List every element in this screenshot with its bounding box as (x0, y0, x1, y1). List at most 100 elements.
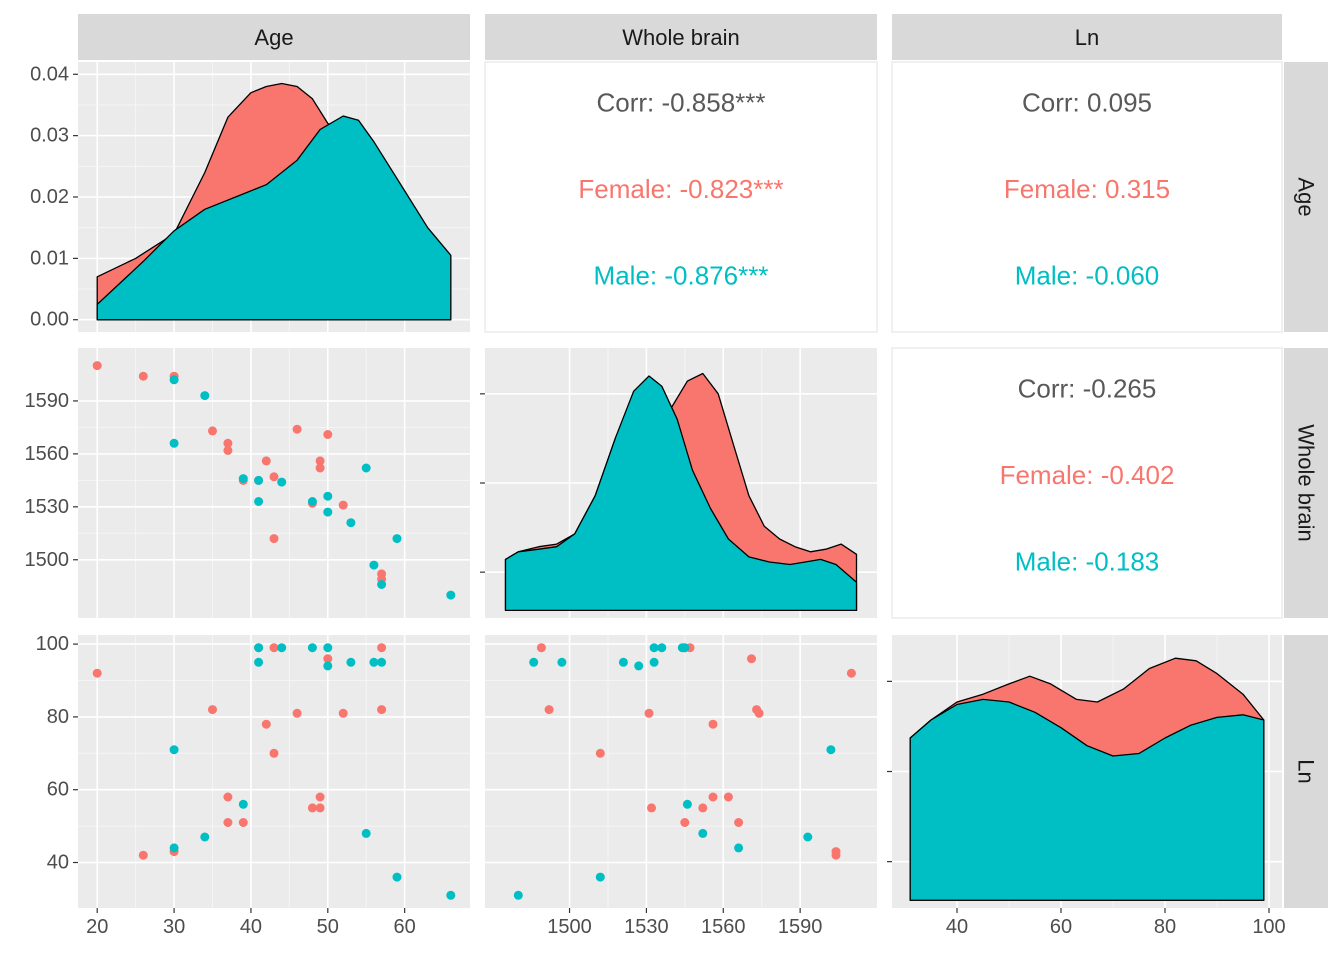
x-tick-label-ln: 60 (1050, 916, 1072, 938)
scatter-point-female (269, 472, 279, 482)
panel-whole-brain-ln: Corr: -0.265 Female: -0.402 Male: -0.183 (891, 347, 1283, 619)
y-tick-label-ln: 40 (47, 852, 69, 874)
corr-female-text: Female: 0.315 (1004, 174, 1170, 204)
scatter-point-female (647, 803, 656, 813)
scatter-point-female (208, 705, 217, 715)
scatter-point-female (536, 643, 546, 653)
corr-panel-bg (891, 347, 1283, 619)
scatter-point-male (392, 534, 402, 544)
scatter-point-female (315, 463, 325, 473)
x-tick-label-whole-brain: 1590 (778, 916, 823, 938)
scatter-point-male (323, 643, 333, 653)
y-tick-label-whole-brain: 1560 (25, 443, 70, 465)
panel-background (78, 348, 470, 618)
scatter-point-male (369, 560, 379, 570)
scatter-point-male (557, 657, 567, 667)
scatter-point-female (754, 708, 764, 718)
scatter-point-male (513, 890, 523, 900)
y-tick-label-ln: 60 (47, 779, 69, 801)
scatter-point-male (361, 463, 371, 473)
y-tick-label-whole-brain: 1530 (25, 496, 70, 518)
strip-right-whole-brain (1284, 348, 1328, 618)
corr-overall-text: Corr: 0.095 (1022, 88, 1152, 118)
scatter-point-male (346, 518, 356, 528)
scatter-point-female (323, 430, 333, 439)
scatter-point-female (261, 456, 271, 466)
scatter-point-female (831, 847, 841, 857)
y-tick-label-density: 0.03 (30, 125, 69, 147)
corr-overall-text: Corr: -0.265 (1018, 374, 1157, 404)
scatter-point-female (323, 654, 333, 664)
strip-right-label-age: Age (1294, 177, 1319, 216)
x-tick-label-ln: 80 (1154, 916, 1176, 938)
scatter-point-female (269, 534, 279, 544)
scatter-point-female (315, 803, 325, 813)
scatter-point-female (680, 818, 690, 827)
scatter-point-male (307, 497, 317, 506)
scatter-point-female (138, 371, 148, 381)
strip-right-label-ln: Ln (1294, 759, 1319, 783)
strip-right-label-whole-brain: Whole brain (1294, 424, 1319, 541)
scatter-point-male (734, 843, 744, 853)
scatter-point-female (223, 818, 233, 827)
strip-right-ln (1284, 635, 1328, 908)
scatter-point-female (723, 792, 733, 802)
y-tick-label-density: 0.04 (30, 63, 69, 85)
scatter-point-female (846, 668, 856, 678)
scatter-point-female (734, 818, 744, 827)
strip-top-label-ln: Ln (1075, 25, 1099, 50)
corr-panel-bg (484, 61, 878, 333)
scatter-point-male (392, 872, 402, 882)
x-tick-label-age: 20 (86, 916, 108, 938)
scatter-point-female (595, 748, 605, 758)
scatter-point-male (618, 657, 628, 667)
scatter-point-male (169, 745, 179, 755)
strip-top-age (78, 14, 470, 60)
scatter-point-male (826, 745, 836, 755)
y-tick-label-ln: 100 (36, 633, 69, 655)
scatter-point-male (254, 657, 264, 667)
scatter-point-female (269, 643, 279, 653)
x-tick-label-age: 40 (240, 916, 262, 938)
scatter-point-male (323, 507, 333, 517)
scatter-point-male (649, 657, 659, 667)
scatter-point-female (269, 748, 279, 758)
scatter-point-male (698, 828, 708, 838)
strip-right-age (1284, 62, 1328, 332)
x-tick-label-age: 50 (317, 916, 339, 938)
panel-ln-whole-brain (485, 635, 877, 908)
scatter-point-female (377, 643, 387, 653)
scatter-point-male (677, 643, 687, 653)
corr-overall-text: Corr: -0.858*** (596, 88, 765, 118)
corr-male-text: Male: -0.183 (1015, 546, 1160, 576)
scatter-point-male (346, 657, 356, 667)
y-tick-label-density: 0.01 (30, 247, 69, 269)
strip-top-label-age: Age (254, 25, 293, 50)
scatter-point-male (377, 657, 387, 667)
scatter-point-female (261, 719, 271, 729)
corr-male-text: Male: -0.876*** (594, 260, 769, 290)
scatter-point-male (169, 843, 179, 853)
x-tick-label-age: 30 (163, 916, 185, 938)
panel-whole-brain-age (78, 348, 470, 618)
density-area-male (96, 115, 452, 321)
corr-female-text: Female: -0.823*** (578, 174, 783, 204)
scatter-point-male (682, 799, 692, 809)
density-area-male (909, 698, 1265, 901)
scatter-point-male (254, 643, 264, 653)
scatter-point-female (223, 438, 233, 448)
scatter-point-female (238, 818, 248, 827)
panel-whole-brain-whole-brain (485, 348, 877, 618)
scatter-point-male (369, 657, 379, 667)
scatter-point-female (377, 569, 387, 579)
scatter-point-male (657, 643, 667, 653)
scatter-point-male (649, 643, 659, 653)
scatter-point-female (292, 708, 302, 718)
scatter-point-female (138, 850, 148, 860)
scatter-point-male (595, 872, 605, 882)
scatter-point-male (361, 828, 371, 838)
scatter-point-male (277, 643, 287, 653)
scatter-point-male (529, 657, 539, 667)
corr-male-text: Male: -0.060 (1015, 260, 1160, 290)
